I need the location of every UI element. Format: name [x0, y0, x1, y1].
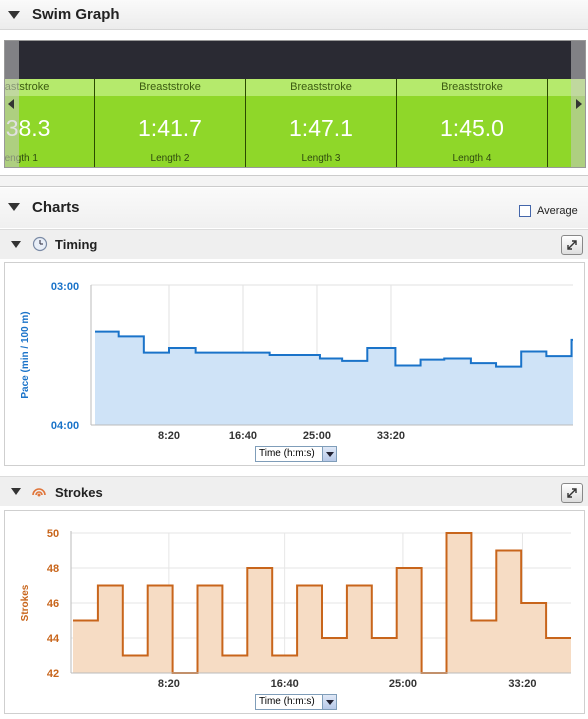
- y-tick-label: 04:00: [51, 420, 79, 432]
- average-label: Average: [537, 205, 578, 217]
- collapse-triangle-icon[interactable]: [8, 203, 20, 211]
- expand-chart-button[interactable]: [561, 483, 583, 503]
- x-tick-label: 33:20: [508, 678, 536, 690]
- strokes-line: [73, 532, 571, 674]
- swim-graph-strip[interactable]: Breaststroke 1:38.3 Length 1 Breaststrok…: [4, 40, 586, 168]
- y-tick-label: 44: [47, 633, 60, 645]
- strokes-x-axis-select[interactable]: Time (h:m:s): [255, 694, 337, 710]
- y-tick-label: 50: [47, 528, 59, 540]
- collapse-triangle-icon[interactable]: [11, 241, 21, 248]
- expand-chart-button[interactable]: [561, 235, 583, 255]
- x-tick-label: 8:20: [158, 678, 180, 690]
- length-lane[interactable]: Breaststroke 1:41.7 Length 2: [95, 79, 246, 167]
- collapse-triangle-icon[interactable]: [8, 11, 20, 19]
- timing-title: Timing: [55, 237, 98, 252]
- y-axis-title: Pace (min / 100 m): [20, 311, 31, 398]
- strokes-title: Strokes: [55, 485, 103, 500]
- y-tick-label: 42: [47, 668, 59, 680]
- expand-icon: [567, 488, 577, 498]
- strokes-icon: [32, 488, 46, 497]
- length-label: Length 2: [150, 153, 190, 164]
- clock-icon: [32, 236, 48, 252]
- length-time: 1:41.7: [138, 115, 202, 141]
- length-label: Length 3: [301, 153, 341, 164]
- chevron-down-icon[interactable]: [322, 695, 336, 709]
- length-time: 1:47.1: [289, 115, 353, 141]
- timing-chart-panel: 03:00 04:00 Pace (min / 100 m) 8:20 16:40…: [4, 262, 585, 466]
- x-tick-label: 8:20: [158, 430, 180, 442]
- x-tick-label: 25:00: [303, 430, 331, 442]
- strokes-chart[interactable]: 42 44 46 48 50 Strokes 8:20 16:40 25:00 33:20: [5, 511, 584, 713]
- y-axis-title: Strokes: [20, 584, 31, 621]
- timing-header[interactable]: Timing: [0, 229, 588, 259]
- y-tick-label: 48: [47, 563, 59, 575]
- average-checkbox[interactable]: [519, 205, 531, 217]
- length-time: 1:45.0: [440, 115, 504, 141]
- expand-icon: [567, 240, 577, 250]
- timing-chart[interactable]: 03:00 04:00 Pace (min / 100 m) 8:20 16:40…: [5, 263, 584, 465]
- arrow-left-icon: [8, 99, 14, 109]
- timing-pace-line: [95, 330, 573, 368]
- scroll-right-button[interactable]: [571, 41, 585, 167]
- axis-select-value: Time (h:m:s): [259, 696, 315, 707]
- length-label: Length 4: [452, 153, 492, 164]
- section-divider: [0, 175, 588, 187]
- x-tick-label: 33:20: [377, 430, 405, 442]
- length-lane[interactable]: Breaststroke 1:47.1 Length 3: [246, 79, 397, 167]
- length-lane[interactable]: Breaststroke 1:45.0 Length 4: [397, 79, 548, 167]
- charts-header[interactable]: Charts: [0, 188, 588, 228]
- length-label: Length 1: [5, 153, 38, 164]
- strokes-header[interactable]: Strokes: [0, 476, 588, 506]
- collapse-triangle-icon[interactable]: [11, 488, 21, 495]
- stroke-type-label: Breaststroke: [397, 79, 547, 96]
- length-lane[interactable]: Breaststroke 1:38.3 Length 1: [5, 79, 95, 167]
- timing-area-fill: [95, 331, 573, 425]
- timing-x-axis-select[interactable]: Time (h:m:s): [255, 446, 337, 462]
- stroke-type-label: Breaststroke: [246, 79, 396, 96]
- arrow-right-icon: [576, 99, 582, 109]
- chevron-down-icon[interactable]: [322, 447, 336, 461]
- swim-graph-header[interactable]: Swim Graph: [0, 0, 588, 30]
- scroll-left-button[interactable]: [5, 41, 19, 167]
- x-tick-label: 16:40: [229, 430, 257, 442]
- stroke-type-label: Breaststroke: [95, 79, 245, 96]
- y-tick-label: 46: [47, 598, 59, 610]
- axis-select-value: Time (h:m:s): [259, 448, 315, 459]
- strokes-chart-panel: 42 44 46 48 50 Strokes 8:20 16:40 25:00 33:20 T…: [4, 510, 585, 714]
- y-tick-label: 03:00: [51, 281, 79, 293]
- charts-title: Charts: [32, 199, 80, 216]
- swim-graph-title: Swim Graph: [32, 6, 120, 23]
- x-tick-label: 25:00: [389, 678, 417, 690]
- x-tick-label: 16:40: [271, 678, 299, 690]
